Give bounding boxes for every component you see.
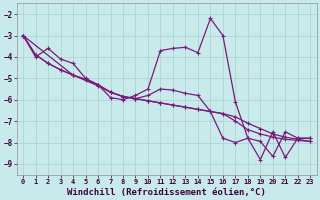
X-axis label: Windchill (Refroidissement éolien,°C): Windchill (Refroidissement éolien,°C) (67, 188, 266, 197)
